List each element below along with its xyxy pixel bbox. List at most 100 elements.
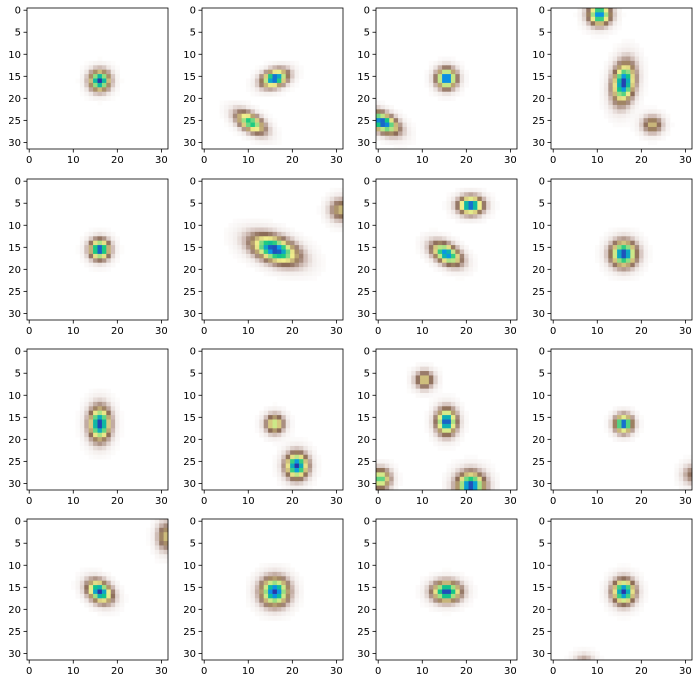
heatmap-cell (424, 253, 430, 259)
heatmap-cell (459, 91, 465, 97)
heatmap-cell (687, 485, 693, 491)
heatmap-cell (276, 91, 282, 97)
heatmap-cell (246, 240, 251, 246)
heatmap-cell (568, 651, 574, 656)
heatmap-cell (334, 209, 339, 215)
heatmap-cell (110, 231, 116, 237)
heatmap-cell (459, 205, 465, 211)
heatmap-cell (250, 223, 256, 228)
heatmap-cell (106, 454, 112, 460)
heatmap-cell (285, 245, 291, 250)
y-tick-label: 15 (357, 72, 370, 83)
y-tick-label: 25 (8, 116, 21, 127)
heatmap-cell (276, 419, 282, 425)
heatmap-cell (625, 428, 631, 434)
x-tick-label: 0 (375, 496, 381, 507)
heatmap-cell (106, 91, 112, 97)
heatmap-cell (110, 450, 116, 456)
heatmap-cell (250, 598, 256, 604)
heatmap-cell (625, 271, 631, 277)
heatmap-cell (237, 218, 243, 224)
heatmap-cell (329, 227, 335, 233)
heatmap-cell (437, 91, 443, 97)
heatmap-cell (442, 441, 447, 447)
heatmap-cell (612, 78, 618, 84)
heatmap-cell (612, 271, 618, 277)
heatmap-cell (101, 611, 107, 617)
heatmap-cell (250, 585, 256, 590)
heatmap-cell (643, 74, 649, 79)
heatmap-cell (446, 205, 452, 211)
heatmap-cell (433, 258, 439, 264)
x-tick-label: 0 (550, 666, 556, 677)
heatmap-cell (424, 593, 430, 599)
heatmap-cell (603, 91, 609, 97)
heatmap-cell (110, 432, 116, 438)
heatmap-cell (678, 472, 684, 478)
heatmap-cell (595, 16, 600, 22)
heatmap-cell (442, 585, 447, 590)
heatmap-cell (625, 113, 631, 119)
heatmap-cell (459, 485, 465, 491)
heatmap-cell (276, 467, 282, 473)
heatmap-cell (639, 91, 644, 97)
heatmap-cell (246, 589, 251, 595)
heatmap-cell (455, 253, 461, 259)
heatmap-cell (281, 602, 287, 608)
heatmap-cell (630, 253, 636, 259)
heatmap-cell (459, 481, 465, 486)
heatmap-cell (639, 585, 644, 590)
heatmap-cell (272, 585, 278, 590)
heatmap-cell (320, 262, 326, 268)
heatmap-cell (259, 419, 265, 425)
heatmap-cell (88, 91, 94, 97)
heatmap-cell (612, 423, 618, 429)
heatmap-cell (652, 140, 658, 145)
heatmap-cell (281, 91, 287, 97)
heatmap-cell (290, 607, 295, 612)
heatmap-cell (254, 262, 260, 268)
heatmap-cell (246, 576, 251, 582)
heatmap-cell (464, 271, 469, 277)
heatmap-cell (647, 113, 653, 119)
heatmap-cell (250, 245, 256, 250)
heatmap-cell (608, 598, 614, 604)
heatmap-cell (316, 262, 322, 268)
heatmap-cell (393, 485, 399, 491)
heatmap-cell (450, 245, 456, 250)
heatmap-cell (464, 214, 469, 220)
heatmap-cell (281, 87, 287, 93)
heatmap-cell (630, 231, 636, 237)
y-tick-label: 20 (8, 605, 21, 616)
heatmap-cell (455, 441, 461, 447)
heatmap-cell (586, 16, 592, 22)
heatmap-cell (303, 258, 309, 264)
heatmap-cell (380, 472, 386, 478)
heatmap-cell (630, 406, 636, 412)
heatmap-cell (272, 82, 278, 88)
heatmap-cell (380, 122, 386, 128)
y-tick-label: 25 (183, 287, 196, 298)
heatmap-cell (459, 476, 465, 482)
heatmap-cell (608, 571, 614, 577)
heatmap-cell (101, 227, 107, 233)
heatmap-cell (687, 472, 693, 478)
heatmap-cell (307, 236, 313, 242)
heatmap-cell (307, 267, 313, 272)
heatmap-cell (468, 253, 474, 259)
heatmap-cell (625, 598, 631, 604)
heatmap-cell (281, 598, 287, 604)
x-tick-label: 0 (375, 155, 381, 166)
heatmap-cell (281, 580, 287, 586)
heatmap-cell (428, 406, 434, 412)
heatmap-cell (281, 410, 287, 416)
heatmap-cell (298, 437, 304, 442)
heatmap-cell (595, 8, 600, 13)
heatmap-cell (101, 96, 107, 101)
heatmap-cell (334, 187, 339, 193)
heatmap-cell (639, 122, 644, 128)
heatmap-cell (84, 593, 90, 599)
heatmap-cell (281, 459, 287, 464)
heatmap-cell (268, 118, 273, 123)
